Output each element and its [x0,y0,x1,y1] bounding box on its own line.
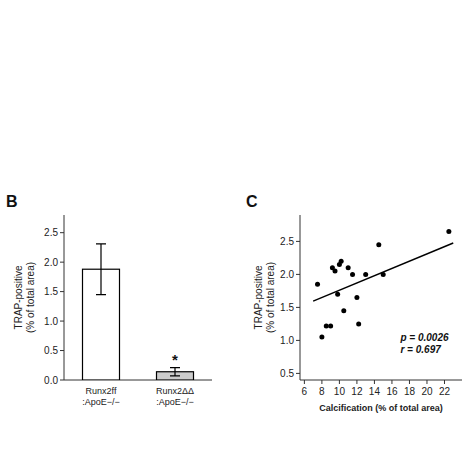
error-bar [170,368,180,376]
x-tick-label: 14 [369,386,381,397]
y-tick-label: 1.0 [44,316,58,327]
y-tick-label: 0.5 [44,345,58,356]
scatter-point [350,272,355,277]
scatter-point [333,269,338,274]
scatter-point [328,323,333,328]
y-tick [296,241,300,242]
y-tick [296,340,300,341]
scatter-point [446,229,451,234]
x-axis-line [300,380,462,381]
error-bar [96,244,106,295]
y-axis-label: TRAP-positive(% of total area) [13,262,36,333]
x-tick [391,380,392,384]
x-tick [339,380,340,384]
y-tick-label: 2.5 [44,227,58,238]
y-tick-label: 2.0 [44,257,58,268]
scatter-point [315,282,320,287]
x-tick-label-line: Runx2ff [86,386,117,396]
x-tick-label-line: :ApoE−/− [156,397,194,407]
y-tick [60,321,64,322]
x-tick-label: Runx2ff:ApoE−/− [82,386,120,407]
y-axis-line [300,215,301,380]
scatter-point [319,335,324,340]
figure: B0.00.51.01.52.02.5TRAP-positive(% of to… [0,0,474,451]
y-tick [60,291,64,292]
x-tick [426,380,427,384]
scatter-point [363,272,368,277]
y-tick [60,380,64,381]
regression-line [313,243,453,301]
y-tick-label: 2.5 [280,236,294,247]
x-axis-label: Calcification (% of total area) [319,403,443,413]
y-tick-label: 2.0 [280,269,294,280]
x-tick [356,380,357,384]
x-axis-label-line: Calcification (% of total area) [319,403,443,413]
x-tick-label: 10 [334,386,346,397]
stats-annotation: r = 0.697 [400,344,441,355]
scatter-marks [313,229,453,340]
y-tick-label: 1.5 [280,302,294,313]
bar-marks [83,244,194,380]
panel-label: B [6,193,18,210]
x-tick-label: Runx2ΔΔ:ApoE−/− [156,386,194,407]
y-tick-label: 0.0 [44,375,58,386]
y-axis-label-line: TRAP-positive [253,265,264,329]
y-tick [296,274,300,275]
scatter-chart: C 0.5 1.0 1.5 2.0 2.5 TRAP-positive(% of total… [246,193,462,413]
y-axis-label-line: (% of total area) [265,262,276,333]
x-tick [304,380,305,384]
y-tick-label: 0.5 [280,368,294,379]
x-tick-label: 6 [302,386,308,397]
x-tick-label: 20 [421,386,433,397]
x-tick [374,380,375,384]
scatter-point [376,242,381,247]
stats-annotation: p = 0.0026 [399,332,449,343]
x-tick [409,380,410,384]
y-axis-label: TRAP-positive(% of total area) [253,262,276,333]
x-tick-label: 16 [386,386,398,397]
y-tick-label: 1.0 [280,335,294,346]
scatter-point [346,265,351,270]
y-tick [60,232,64,233]
scatter-point [356,321,361,326]
y-tick [296,307,300,308]
y-tick [60,262,64,263]
scatter-point [339,259,344,264]
x-tick [444,380,445,384]
panel-label: C [246,193,258,210]
x-tick-label: 8 [319,386,325,397]
x-tick-label: 12 [351,386,363,397]
y-tick-label: 1.5 [44,286,58,297]
y-axis-line [64,215,65,380]
x-tick-label-line: :ApoE−/− [82,397,120,407]
y-tick [296,373,300,374]
x-tick-label: 22 [439,386,451,397]
y-axis-label-line: TRAP-positive [13,265,24,329]
x-tick-label-line: Runx2ΔΔ [156,386,194,396]
scatter-point [354,295,359,300]
y-axis-label-line: (% of total area) [25,262,36,333]
y-tick [60,350,64,351]
x-tick-label: 18 [404,386,416,397]
bar-chart: B 0.0 0.5 1.0 1.5 2.0 2.5 TRAP-positive(% of to… [6,193,212,407]
scatter-point [341,308,346,313]
scatter-point [324,323,329,328]
annotation: * [172,351,178,368]
x-tick [321,380,322,384]
